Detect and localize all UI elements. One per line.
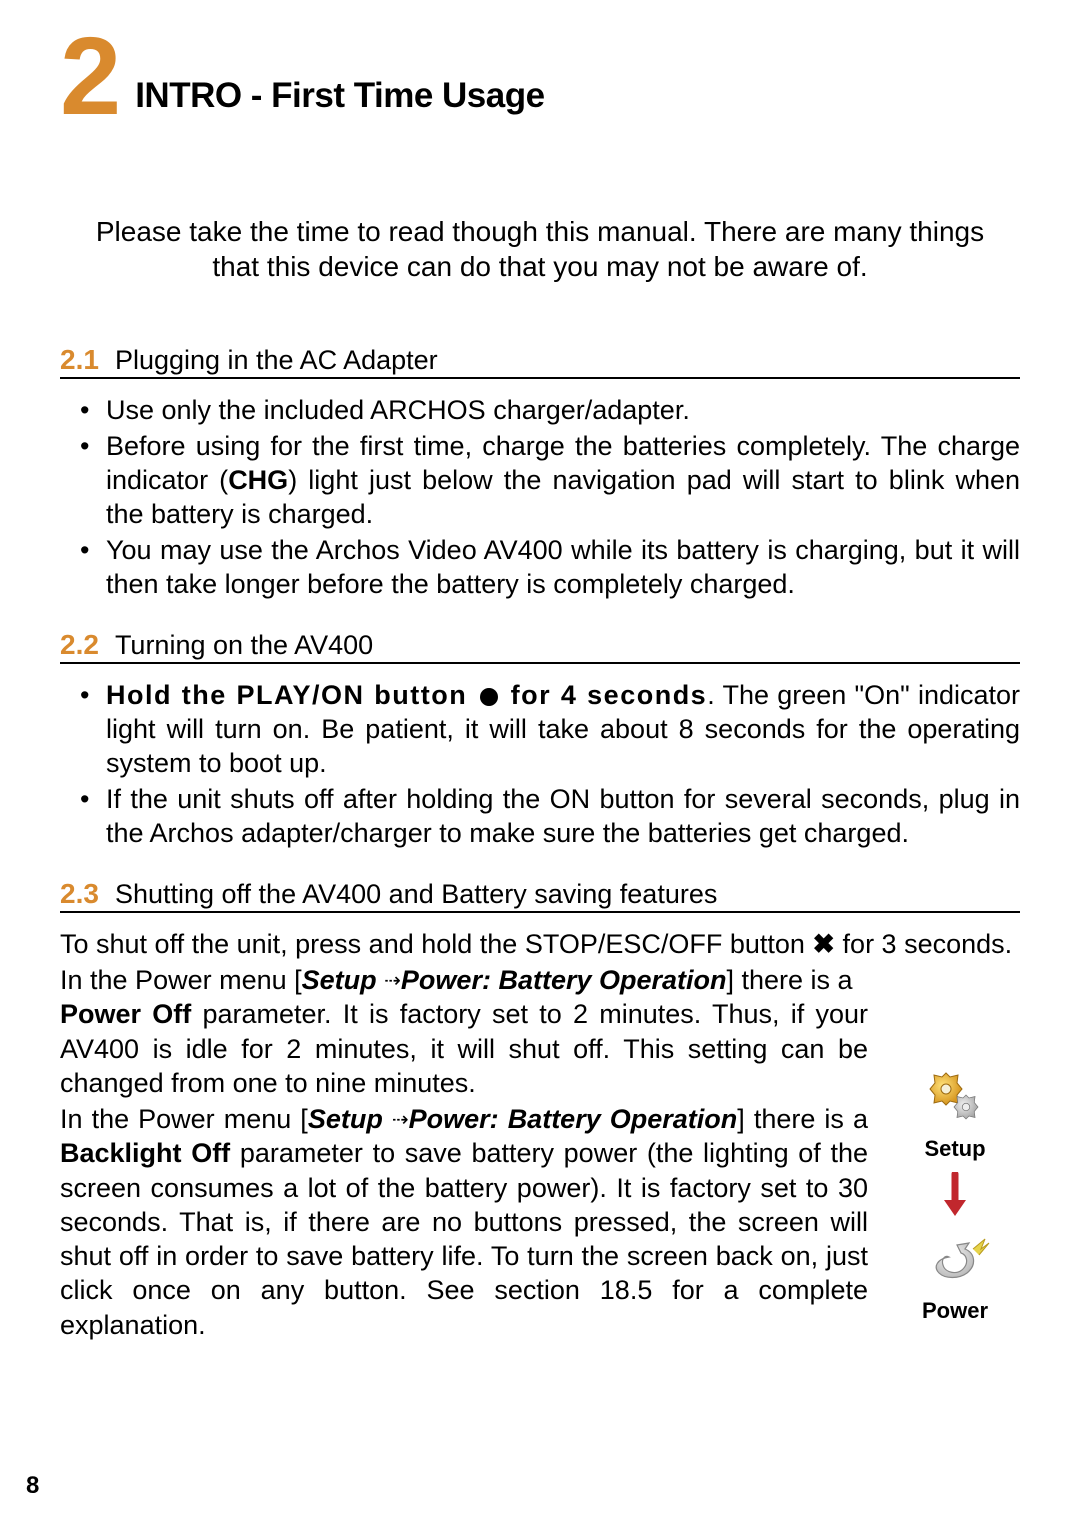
- text-column: Power Off parameter. It is factory set t…: [60, 997, 868, 1342]
- body-paragraph: In the Power menu [Setup ⇢Power: Battery…: [60, 1102, 868, 1342]
- chg-label: CHG: [228, 465, 288, 495]
- section-2-2: 2.2 Turning on the AV400 Hold the PLAY/O…: [60, 629, 1020, 850]
- list-item: You may use the Archos Video AV400 while…: [60, 533, 1020, 601]
- list-item: Before using for the first time, charge …: [60, 429, 1020, 531]
- section-header: 2.2 Turning on the AV400: [60, 629, 1020, 664]
- arrow-icon: ⇢: [384, 970, 401, 992]
- chapter-title: INTRO - First Time Usage: [135, 76, 544, 124]
- power-icon: Power: [920, 1233, 990, 1324]
- list-item: Use only the included ARCHOS charger/ada…: [60, 393, 1020, 427]
- list-item: If the unit shuts off after holding the …: [60, 782, 1020, 850]
- body-paragraph: To shut off the unit, press and hold the…: [60, 927, 1020, 961]
- arrow-icon: ⇢: [392, 1109, 409, 1131]
- body-paragraph: In the Power menu [Setup ⇢Power: Battery…: [60, 963, 1020, 997]
- stop-icon: ✖: [812, 929, 835, 959]
- setup-icon: Setup: [920, 1069, 990, 1162]
- section-title: Shutting off the AV400 and Battery savin…: [115, 879, 717, 910]
- play-icon: [480, 688, 498, 706]
- section-title: Plugging in the AC Adapter: [115, 345, 438, 376]
- section-header: 2.1 Plugging in the AC Adapter: [60, 344, 1020, 379]
- section-title: Turning on the AV400: [115, 630, 373, 661]
- chapter-header: 2 INTRO - First Time Usage: [60, 30, 1020, 124]
- manual-page: 2 INTRO - First Time Usage Please take t…: [0, 0, 1080, 1522]
- section-2-1: 2.1 Plugging in the AC Adapter Use only …: [60, 344, 1020, 601]
- icon-column: Setup: [890, 997, 1020, 1324]
- bullet-list: Use only the included ARCHOS charger/ada…: [60, 393, 1020, 601]
- section-header: 2.3 Shutting off the AV400 and Battery s…: [60, 878, 1020, 913]
- intro-paragraph: Please take the time to read though this…: [80, 214, 1000, 284]
- chapter-number: 2: [60, 30, 117, 124]
- section-2-3: 2.3 Shutting off the AV400 and Battery s…: [60, 878, 1020, 1342]
- setup-icon-label: Setup: [920, 1136, 990, 1162]
- text-with-icons: Power Off parameter. It is factory set t…: [60, 997, 1020, 1342]
- down-arrow-icon: [890, 1172, 1020, 1225]
- body-paragraph: Power Off parameter. It is factory set t…: [60, 997, 868, 1100]
- list-item: Hold the PLAY/ON button for 4 seconds. T…: [60, 678, 1020, 780]
- section-number: 2.3: [60, 878, 99, 910]
- bullet-list: Hold the PLAY/ON button for 4 seconds. T…: [60, 678, 1020, 850]
- page-number: 8: [26, 1472, 39, 1500]
- section-number: 2.1: [60, 344, 99, 376]
- section-number: 2.2: [60, 629, 99, 661]
- power-icon-label: Power: [920, 1298, 990, 1324]
